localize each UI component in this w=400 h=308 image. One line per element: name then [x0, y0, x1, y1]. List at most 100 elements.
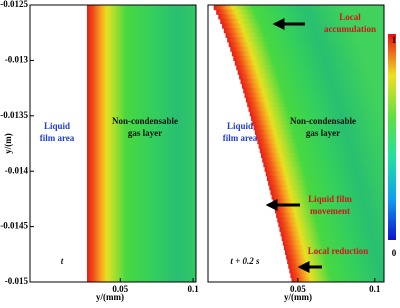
- field-strip: [263, 161, 384, 168]
- field-strip: [241, 83, 384, 89]
- annotation: t + 0.2 s: [230, 256, 260, 266]
- field-strip: [87, 231, 196, 237]
- field-strip: [87, 235, 196, 242]
- x-tick-label: 0.1: [187, 284, 199, 294]
- field-strip: [233, 55, 384, 61]
- field-strip: [87, 101, 196, 108]
- field-strip: [87, 55, 196, 61]
- field-strip: [87, 245, 196, 251]
- field-strip: [87, 208, 196, 214]
- contour-field: [87, 5, 196, 282]
- annotation: Liquid: [227, 121, 253, 131]
- field-strip: [248, 106, 384, 112]
- field-strip: [87, 203, 196, 209]
- annotation: Liquid: [44, 121, 70, 131]
- field-strip: [266, 175, 384, 182]
- field-strip: [87, 249, 196, 255]
- field-strip: [265, 171, 384, 177]
- field-strip: [289, 268, 384, 274]
- field-strip: [87, 115, 196, 122]
- field-strip: [87, 5, 196, 11]
- field-strip: [87, 78, 196, 85]
- annotation: t: [61, 256, 64, 266]
- annotation: accumulation: [324, 24, 376, 34]
- field-strip: [220, 18, 384, 25]
- field-strip: [87, 88, 196, 94]
- field-strip: [236, 65, 384, 71]
- field-strip: [87, 272, 196, 278]
- field-strip: [87, 9, 196, 15]
- field-strip: [273, 203, 384, 209]
- field-strip: [87, 14, 196, 20]
- field-strip: [237, 69, 384, 75]
- field-strip: [228, 41, 384, 48]
- field-strip: [87, 83, 196, 89]
- y-tick-label: -0.014: [5, 165, 29, 175]
- field-strip: [276, 212, 384, 218]
- field-strip: [87, 129, 196, 135]
- field-strip: [87, 23, 196, 29]
- field-strip: [87, 185, 196, 191]
- field-strip: [87, 74, 196, 80]
- field-strip: [87, 221, 196, 228]
- field-strip: [278, 221, 384, 228]
- annotation: Local reduction: [308, 246, 369, 256]
- field-strip: [227, 37, 384, 43]
- field-strip: [259, 148, 384, 154]
- field-strip: [87, 28, 196, 34]
- field-strip: [291, 277, 384, 282]
- field-strip: [256, 134, 384, 140]
- colorbar: [388, 34, 396, 240]
- field-strip: [87, 161, 196, 168]
- y-tick-label: -0.0135: [0, 110, 28, 120]
- field-strip: [272, 198, 384, 205]
- field-strip: [87, 97, 196, 103]
- field-strip: [253, 125, 384, 131]
- field-strip: [279, 226, 384, 232]
- field-strip: [239, 74, 384, 80]
- field-strip: [274, 208, 384, 214]
- field-strip: [216, 9, 384, 15]
- field-strip: [87, 37, 196, 43]
- field-strip: [288, 263, 384, 269]
- contour-field: [213, 5, 384, 282]
- y-tick-label: -0.013: [5, 54, 29, 64]
- colorbar-tick-label: 1: [392, 35, 397, 45]
- field-strip: [231, 51, 384, 57]
- y-tick-label: -0.015: [5, 276, 29, 286]
- annotation: Non-condensable: [112, 116, 178, 126]
- field-strip: [87, 171, 196, 177]
- field-strip: [87, 111, 196, 117]
- field-strip: [213, 5, 384, 11]
- annotation: gas layer: [128, 128, 162, 138]
- annotation: gas layer: [306, 128, 340, 138]
- field-strip: [257, 138, 384, 145]
- field-strip: [87, 46, 196, 52]
- annotation: Liquid film: [308, 194, 352, 204]
- field-strip: [87, 175, 196, 182]
- field-strip: [282, 240, 384, 246]
- x-tick-label: 0.05: [112, 284, 128, 294]
- field-strip: [277, 217, 384, 223]
- field-strip: [87, 258, 196, 265]
- field-strip: [87, 189, 196, 195]
- y-tick-label: -0.0145: [0, 221, 28, 231]
- field-strip: [280, 231, 384, 237]
- field-strip: [87, 268, 196, 274]
- field-strip: [87, 106, 196, 112]
- field-strip: [87, 138, 196, 145]
- field-strip: [87, 166, 196, 172]
- field-strip: [87, 69, 196, 75]
- field-strip: [87, 198, 196, 205]
- field-strip: [286, 254, 384, 260]
- annotation: Local: [339, 12, 361, 22]
- field-strip: [252, 120, 384, 126]
- x-tick-label: 0.1: [369, 284, 381, 294]
- field-strip: [283, 245, 384, 251]
- field-strip: [264, 166, 384, 172]
- annotation: film area: [40, 133, 75, 143]
- field-strip: [234, 60, 384, 66]
- field-strip: [87, 212, 196, 218]
- field-strip: [243, 88, 384, 94]
